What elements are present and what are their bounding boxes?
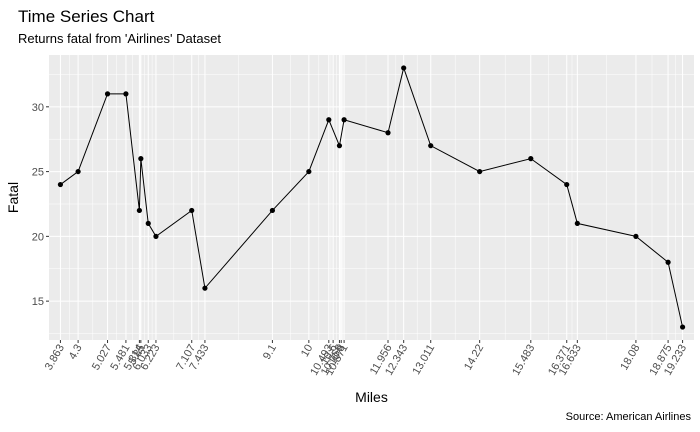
data-point bbox=[189, 207, 195, 214]
data-point bbox=[564, 181, 570, 188]
data-point bbox=[341, 117, 347, 123]
x-tick-label: 4.3 bbox=[67, 343, 85, 362]
data-points bbox=[57, 65, 686, 330]
data-point bbox=[136, 207, 142, 214]
data-point bbox=[679, 324, 686, 330]
data-point bbox=[306, 168, 312, 175]
data-point bbox=[123, 91, 129, 97]
data-point bbox=[401, 65, 407, 71]
y-axis-title: Fatal bbox=[5, 182, 21, 213]
plot-panel bbox=[49, 55, 694, 340]
y-tick-label: 25 bbox=[32, 167, 44, 179]
data-point bbox=[145, 220, 151, 227]
data-point bbox=[202, 285, 208, 291]
chart-title: Time Series Chart bbox=[18, 7, 155, 26]
data-point bbox=[574, 220, 580, 227]
data-point bbox=[57, 181, 64, 188]
y-tick-label: 15 bbox=[32, 296, 44, 308]
data-point bbox=[385, 130, 391, 136]
data-point bbox=[336, 143, 343, 149]
chart-caption: Source: American Airlines bbox=[566, 411, 692, 423]
data-point bbox=[633, 233, 639, 239]
x-tick-label: 3.863 bbox=[43, 343, 67, 373]
data-point bbox=[104, 91, 111, 97]
data-point bbox=[428, 143, 434, 149]
chart-subtitle: Returns fatal from 'Airlines' Dataset bbox=[18, 31, 221, 46]
data-point bbox=[528, 156, 534, 162]
x-tick-label: 14.22 bbox=[462, 343, 486, 373]
y-tick-label: 30 bbox=[32, 102, 44, 114]
data-point bbox=[326, 117, 332, 123]
data-point bbox=[269, 207, 276, 214]
data-point bbox=[153, 233, 159, 239]
data-point bbox=[665, 259, 671, 265]
x-tick-label: 9.1 bbox=[261, 343, 279, 362]
x-tick-label: 18.08 bbox=[618, 343, 642, 373]
x-axis-title: Miles bbox=[355, 389, 388, 405]
data-point bbox=[138, 156, 144, 162]
y-axis: 15 20 25 30 bbox=[32, 102, 49, 308]
x-tick-label: 15.483 bbox=[510, 343, 537, 378]
x-tick-label: 10 bbox=[299, 343, 316, 360]
x-tick-label: 13.011 bbox=[411, 343, 438, 377]
y-tick-label: 20 bbox=[32, 231, 44, 243]
data-point bbox=[477, 168, 483, 175]
data-point bbox=[75, 168, 81, 175]
